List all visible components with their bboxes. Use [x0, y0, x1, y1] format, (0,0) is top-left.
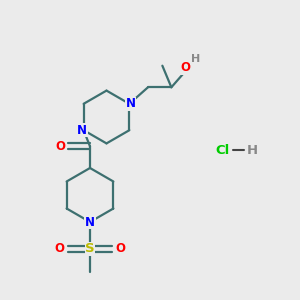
Text: N: N — [126, 97, 136, 110]
Text: O: O — [116, 242, 126, 256]
Text: O: O — [181, 61, 191, 74]
Text: S: S — [85, 242, 95, 256]
Text: N: N — [77, 124, 87, 137]
Text: H: H — [191, 54, 200, 64]
Text: N: N — [85, 215, 95, 229]
Text: Cl: Cl — [215, 143, 229, 157]
Text: O: O — [54, 242, 64, 256]
Text: H: H — [247, 143, 258, 157]
Text: O: O — [55, 140, 65, 153]
